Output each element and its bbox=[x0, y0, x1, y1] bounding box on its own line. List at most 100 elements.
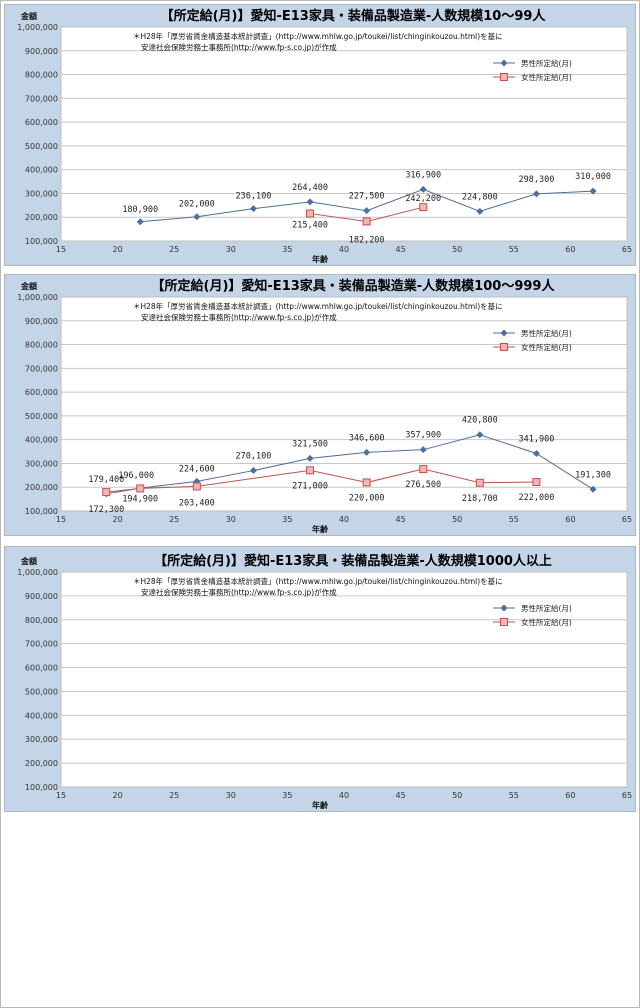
legend-marker-square bbox=[500, 343, 508, 351]
data-point-male bbox=[249, 467, 257, 475]
data-label: 222,000 bbox=[519, 493, 555, 503]
data-point-female bbox=[306, 209, 315, 218]
x-tick-label: 60 bbox=[565, 791, 575, 800]
plot-area bbox=[60, 296, 628, 512]
x-tick-label: 30 bbox=[226, 245, 236, 254]
y-tick-label: 800,000 bbox=[25, 341, 58, 350]
data-point-male bbox=[363, 448, 371, 456]
data-point-male bbox=[476, 431, 484, 439]
x-tick-label: 20 bbox=[113, 791, 123, 800]
data-point-female bbox=[419, 465, 428, 474]
data-label: 196,000 bbox=[118, 471, 154, 481]
x-tick-label: 50 bbox=[452, 791, 462, 800]
data-point-male bbox=[249, 205, 257, 213]
data-point-male bbox=[532, 449, 540, 457]
x-tick-label: 35 bbox=[282, 515, 292, 524]
series-line bbox=[106, 434, 594, 495]
chart-panel-size-1000-plus: 100,000 200,000 300,000 400,000 500,000 600,0… bbox=[4, 546, 636, 812]
y-tick-label: 900,000 bbox=[25, 47, 58, 56]
y-tick-label: 100,000 bbox=[25, 507, 58, 516]
data-label: 191,300 bbox=[575, 470, 611, 480]
data-point-female bbox=[136, 484, 145, 493]
data-point-female bbox=[362, 217, 371, 226]
source-note-line: ＊H28年「厚労省賃金構造基本統計調査」(http://www.mhlw.go.… bbox=[133, 301, 503, 311]
source-note-line: ＊H28年「厚労省賃金構造基本統計調査」(http://www.mhlw.go.… bbox=[133, 31, 503, 41]
y-tick-label: 200,000 bbox=[25, 483, 58, 492]
data-label: 316,900 bbox=[405, 170, 441, 180]
x-tick-label: 65 bbox=[622, 791, 632, 800]
x-tick-label: 40 bbox=[339, 515, 349, 524]
legend-entry: 男性所定給(月) bbox=[521, 328, 572, 338]
data-point-male bbox=[419, 446, 427, 454]
y-tick-label: 700,000 bbox=[25, 640, 58, 649]
data-label: 271,000 bbox=[292, 481, 328, 491]
legend-entry: 男性所定給(月) bbox=[521, 603, 572, 613]
y-tick-label: 600,000 bbox=[25, 664, 58, 673]
y-tick-label: 700,000 bbox=[25, 94, 58, 103]
plot-area bbox=[60, 26, 628, 242]
data-label: 218,700 bbox=[462, 494, 498, 504]
x-tick-label: 45 bbox=[396, 245, 406, 254]
data-label: 227,500 bbox=[349, 192, 385, 202]
series-line bbox=[106, 468, 537, 493]
y-tick-label: 800,000 bbox=[25, 616, 58, 625]
data-label: 270,100 bbox=[236, 452, 272, 462]
x-tick-label: 20 bbox=[113, 245, 123, 254]
data-point-female bbox=[419, 203, 428, 212]
x-tick-label: 55 bbox=[509, 515, 519, 524]
x-tick-label: 30 bbox=[226, 515, 236, 524]
y-tick-label: 600,000 bbox=[25, 118, 58, 127]
x-tick-label: 65 bbox=[622, 245, 632, 254]
y-tick-label: 200,000 bbox=[25, 213, 58, 222]
y-tick-label: 500,000 bbox=[25, 687, 58, 696]
legend-entry: 男性所定給(月) bbox=[521, 58, 572, 68]
y-tick-label: 600,000 bbox=[25, 388, 58, 397]
plot-area bbox=[60, 571, 628, 788]
data-point-male bbox=[419, 185, 427, 193]
data-label: 341,900 bbox=[519, 434, 555, 444]
x-tick-label: 25 bbox=[169, 245, 179, 254]
data-point-male bbox=[532, 190, 540, 198]
data-label: 420,800 bbox=[462, 416, 498, 426]
x-tick-label: 45 bbox=[396, 791, 406, 800]
data-point-female bbox=[192, 482, 201, 491]
x-tick-label: 30 bbox=[226, 791, 236, 800]
y-tick-label: 800,000 bbox=[25, 71, 58, 80]
source-note-line: 安達社会保険労務士事務所(http://www.fp-s.co.jp)が作成 bbox=[141, 42, 337, 52]
data-label: 236,100 bbox=[236, 192, 272, 202]
data-label: 172,300 bbox=[88, 505, 124, 515]
data-label: 264,400 bbox=[292, 183, 328, 193]
data-point-male bbox=[363, 207, 371, 215]
y-axis-title: 金額 bbox=[20, 556, 37, 566]
data-point-female bbox=[306, 466, 315, 475]
data-label: 182,200 bbox=[349, 235, 385, 245]
x-tick-label: 25 bbox=[169, 791, 179, 800]
data-label: 242,200 bbox=[405, 194, 441, 204]
data-point-male bbox=[136, 218, 144, 226]
y-tick-label: 100,000 bbox=[25, 783, 58, 792]
y-tick-label: 900,000 bbox=[25, 317, 58, 326]
data-label: 194,900 bbox=[122, 494, 158, 504]
legend-entry: 女性所定給(月) bbox=[521, 72, 572, 82]
x-tick-label: 65 bbox=[622, 515, 632, 524]
data-label: 220,000 bbox=[349, 493, 385, 503]
y-tick-label: 500,000 bbox=[25, 142, 58, 151]
chart-title: 【所定給(月)】愛知-E13家具・装備品製造業-人数規模1000人以上 bbox=[154, 553, 552, 569]
y-tick-label: 100,000 bbox=[25, 237, 58, 246]
y-tick-label: 700,000 bbox=[25, 364, 58, 373]
x-tick-label: 35 bbox=[282, 791, 292, 800]
source-note-line: 安達社会保険労務士事務所(http://www.fp-s.co.jp)が作成 bbox=[141, 312, 337, 322]
x-axis-title: 年齢 bbox=[312, 524, 329, 534]
data-label: 346,600 bbox=[349, 433, 385, 443]
data-label: 298,300 bbox=[519, 175, 555, 185]
data-label: 310,000 bbox=[575, 172, 611, 182]
data-point-male bbox=[589, 485, 597, 493]
legend-entry: 女性所定給(月) bbox=[521, 342, 572, 352]
x-tick-label: 45 bbox=[396, 515, 406, 524]
x-tick-label: 40 bbox=[339, 245, 349, 254]
data-point-female bbox=[532, 477, 541, 486]
legend-marker-square bbox=[500, 618, 508, 626]
x-tick-label: 15 bbox=[56, 791, 66, 800]
data-label: 180,900 bbox=[122, 205, 158, 215]
data-point-male bbox=[476, 207, 484, 215]
